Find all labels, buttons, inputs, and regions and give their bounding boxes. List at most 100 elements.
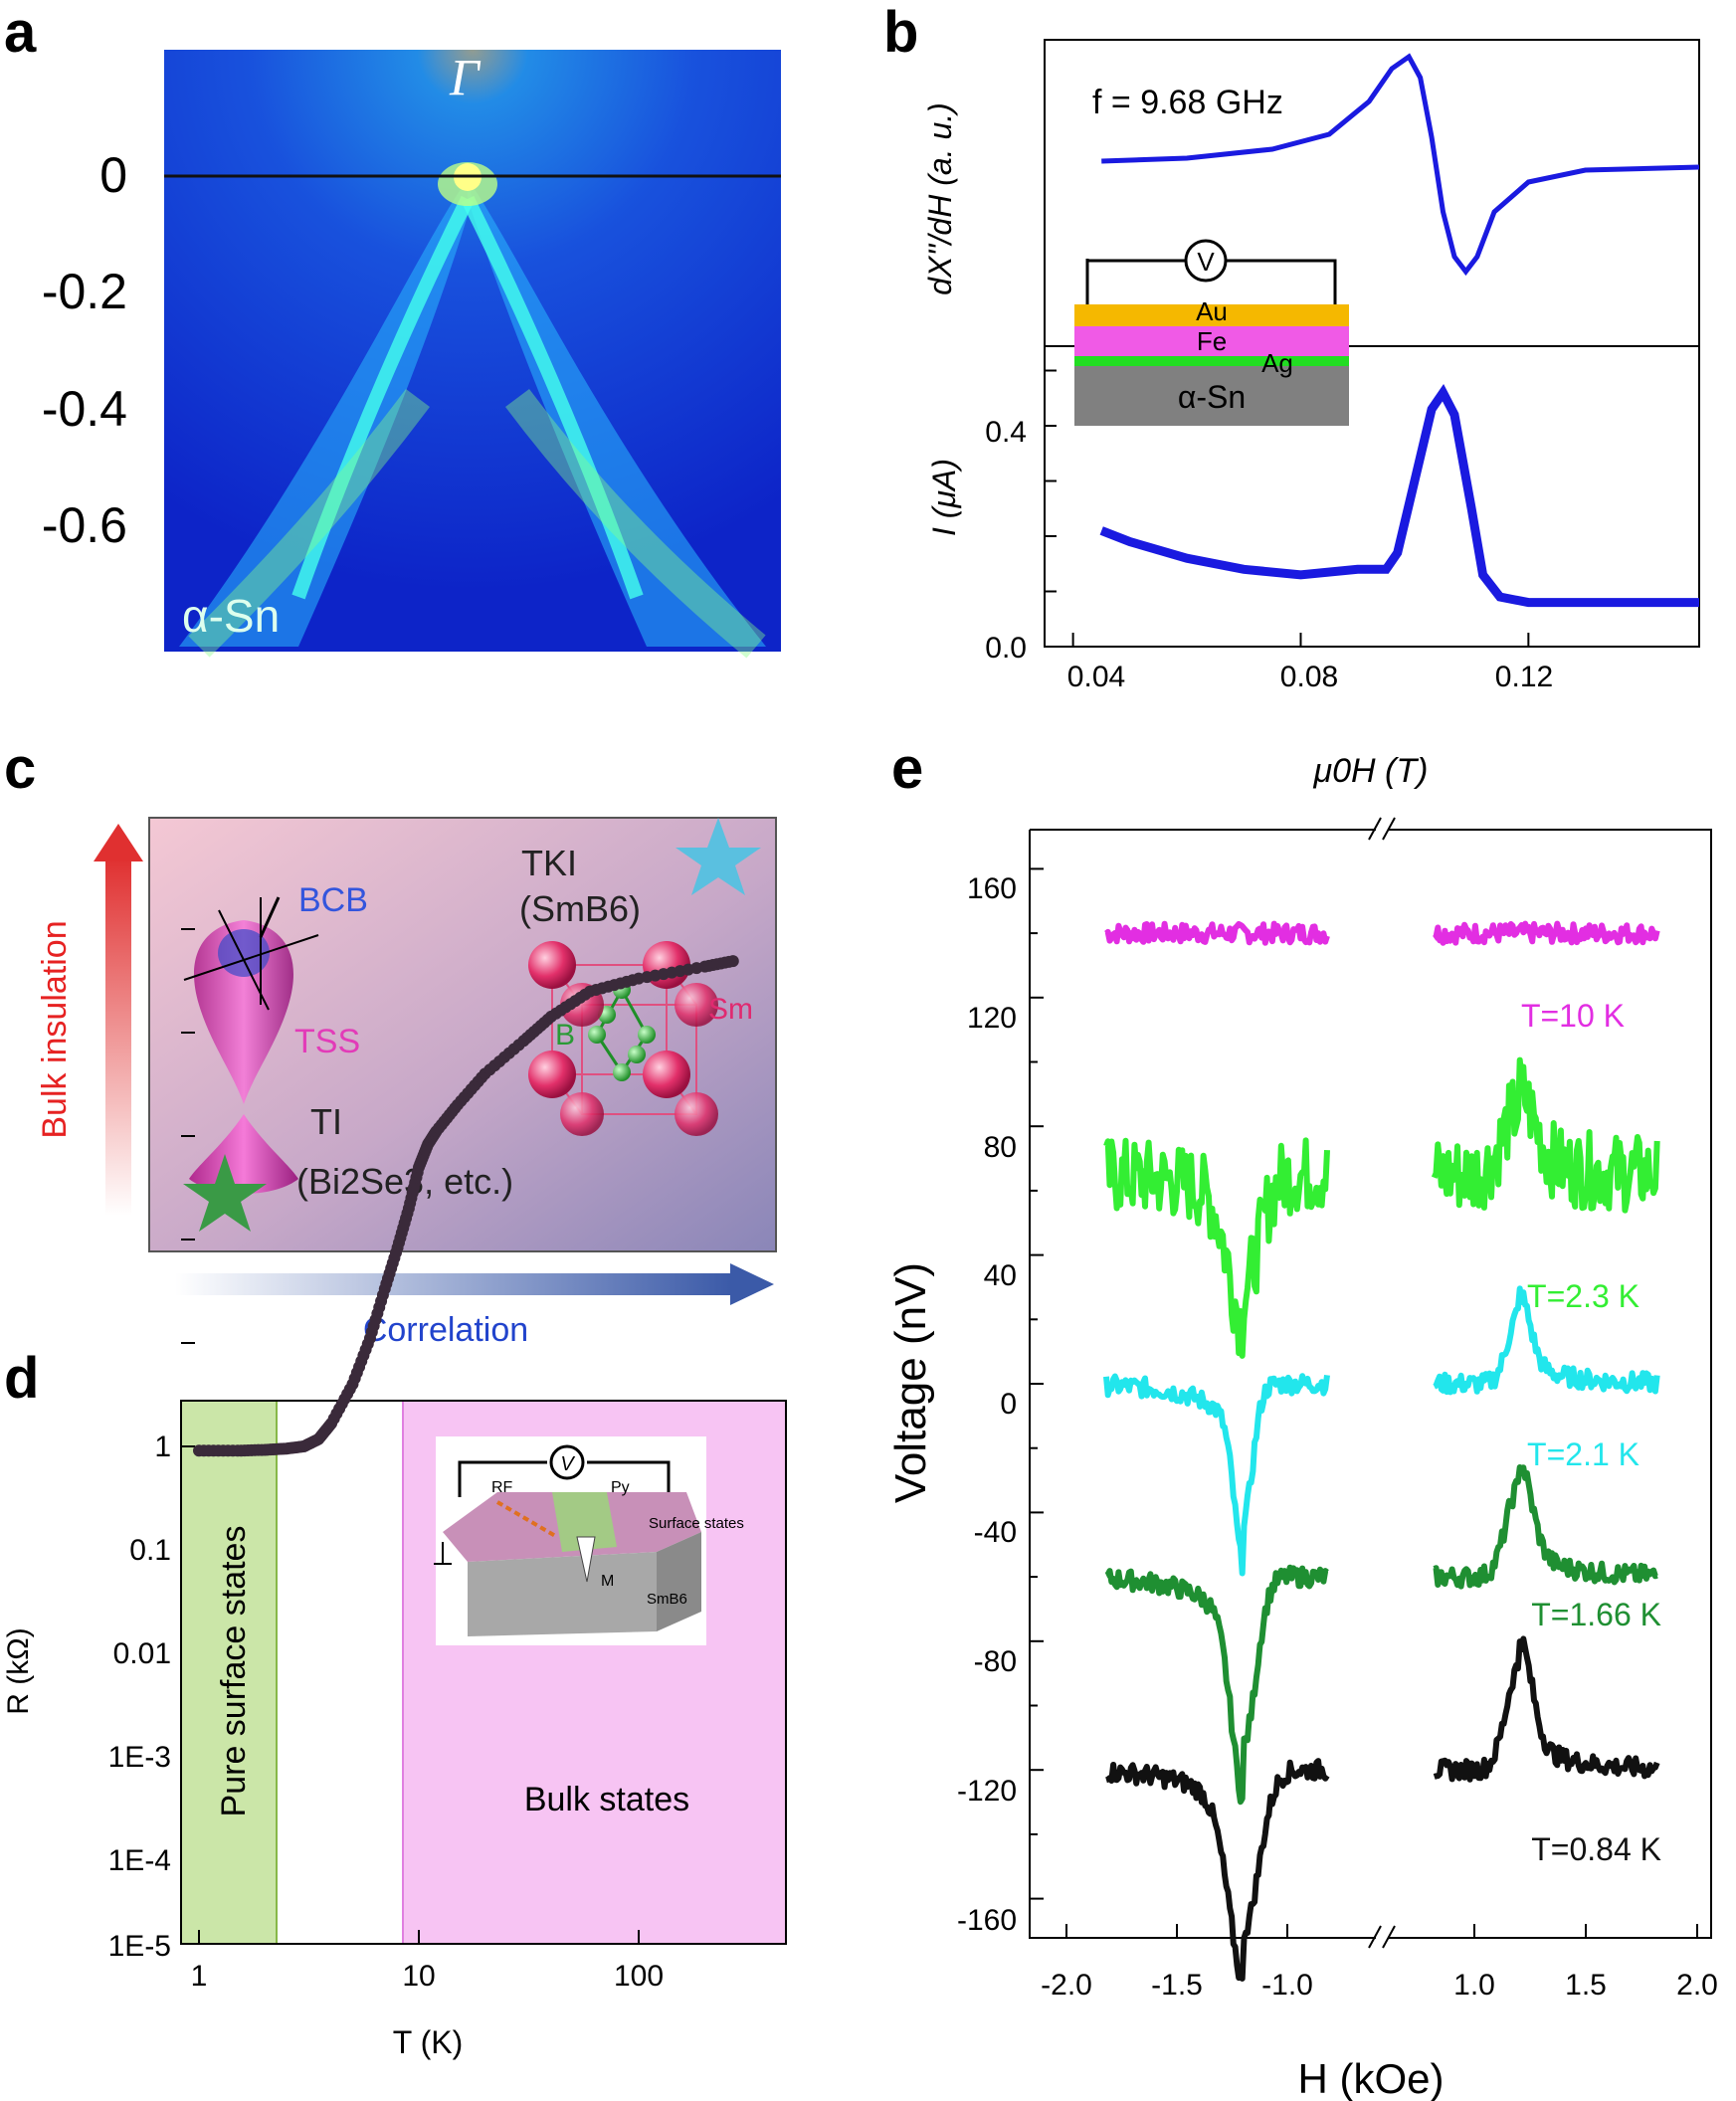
b-layer-fe: Fe	[1197, 326, 1227, 356]
d-axes-frame	[180, 1400, 787, 1945]
d-inset-py: Py	[611, 1479, 630, 1496]
d-data-point	[726, 955, 739, 968]
d-xlabel: T (K)	[393, 2024, 464, 2060]
b-ytick-0: 0.4	[985, 416, 1027, 449]
panel-label-e: e	[891, 736, 923, 801]
b-xtick-1: 0.08	[1280, 661, 1338, 693]
ti-dirac-cone	[183, 896, 319, 1194]
c-sm-atom: Sm	[708, 993, 753, 1026]
d-xtick-0: 1	[191, 1960, 208, 1993]
e-legend-t084: T=0.84 K	[1531, 1831, 1661, 1867]
d-ytick-4: 1E-4	[108, 1844, 171, 1877]
e-curve-series	[1104, 1564, 1329, 1806]
panel-label-d: d	[4, 1346, 39, 1411]
e-xtick-4: 1.5	[1565, 1969, 1607, 2002]
e-ytick-3: 40	[984, 1259, 1017, 1292]
e-curve-series	[1431, 1056, 1660, 1214]
e-ytick-7: -120	[957, 1775, 1017, 1808]
e-curve-series	[1104, 1758, 1330, 1982]
a-ytick-2: -0.4	[42, 381, 127, 437]
e-ylabel: Voltage (nV)	[886, 1262, 935, 1503]
gamma-point-label: Γ	[449, 50, 482, 106]
c-smb6: (SmB6)	[519, 888, 641, 929]
e-curve-series	[1433, 1464, 1658, 1590]
b-inset-device	[1074, 239, 1349, 426]
b-frequency: f = 9.68 GHz	[1092, 84, 1283, 121]
c-b-atom: B	[555, 1019, 575, 1051]
b-xtick-0: 0.04	[1067, 661, 1125, 693]
c-tki: TKI	[521, 843, 577, 883]
e-curve-series	[1433, 920, 1660, 946]
d-ytick-5: 1E-5	[108, 1930, 171, 1963]
a-ytick-3: -0.6	[42, 497, 127, 553]
b-top-ylabel: dX''/dH (a. u.)	[922, 102, 958, 295]
c-ti: TI	[310, 1101, 342, 1142]
e-xtick-3: 1.0	[1453, 1969, 1495, 2002]
e-ticks	[1030, 867, 1698, 1938]
d-ticks	[181, 928, 640, 1944]
d-xtick-1: 10	[402, 1960, 435, 1993]
d-ytick-1: 0.1	[129, 1534, 171, 1567]
e-curve-series	[1433, 1285, 1660, 1396]
e-ytick-0: 160	[967, 872, 1017, 905]
e-legend-t166: T=1.66 K	[1531, 1597, 1661, 1632]
b-layer-au: Au	[1196, 296, 1228, 326]
d-ylabel: R (kΩ)	[2, 1627, 35, 1714]
c-bulk-insulation: Bulk insulation	[36, 920, 74, 1138]
b-top-curve	[1101, 53, 1700, 277]
e-axes-frame	[1029, 817, 1712, 1949]
e-ytick-5: -40	[974, 1516, 1017, 1549]
c-correlation-arrow	[175, 1273, 732, 1295]
b-axes-frame	[1044, 39, 1700, 648]
e-legend-t23: T=2.3 K	[1527, 1278, 1640, 1314]
e-curve-series	[1103, 1373, 1330, 1577]
smb6-crystal	[528, 941, 718, 1136]
b-inset-meter: V	[1197, 247, 1215, 277]
e-voltage-curves	[1103, 920, 1660, 1982]
panel-label-b: b	[883, 0, 918, 65]
alpha-sn-label: α-Sn	[182, 590, 280, 642]
c-bulk-arrow-head	[94, 824, 143, 861]
a-ytick-1: -0.2	[42, 264, 127, 319]
c-correlation: Correlation	[363, 1311, 528, 1349]
tki-star-icon	[675, 818, 761, 895]
e-ytick-4: 0	[1000, 1388, 1017, 1421]
d-pure-region	[180, 1400, 278, 1945]
e-legend-t10: T=10 K	[1521, 998, 1625, 1034]
c-tss: TSS	[294, 1023, 360, 1060]
d-inset-meter: V	[560, 1453, 575, 1475]
b-xlabel: μ0H (T)	[1313, 752, 1429, 790]
d-inset-rf: RF	[491, 1479, 513, 1496]
a-ytick-0: 0	[99, 147, 127, 203]
e-ytick-6: -80	[974, 1645, 1017, 1678]
e-legend-t21: T=2.1 K	[1527, 1436, 1640, 1472]
d-inset-device	[434, 1436, 706, 1645]
c-correlation-arrow-head	[730, 1263, 774, 1305]
e-xlabel: H (kOe)	[1298, 2055, 1445, 2101]
c-bise: (Bi2Se3, etc.)	[296, 1161, 513, 1202]
d-ytick-3: 1E-3	[108, 1741, 171, 1774]
d-voltmeter-icon	[549, 1444, 585, 1480]
d-xtick-2: 100	[614, 1960, 664, 1993]
e-ytick-8: -160	[957, 1904, 1017, 1937]
e-curve-series	[1104, 920, 1330, 946]
d-ytick-0: 1	[154, 1431, 171, 1463]
e-curve-series	[1103, 1137, 1330, 1359]
e-curve-series	[1433, 1635, 1660, 1783]
d-inset-smb6: SmB6	[647, 1591, 687, 1608]
e-xtick-2: -1.0	[1261, 1969, 1313, 2002]
d-inset-surface: Surface states	[649, 1515, 744, 1532]
d-ytick-2: 0.01	[113, 1637, 171, 1670]
b-bottom-curve	[1099, 383, 1699, 608]
b-layer-ag: Ag	[1261, 348, 1293, 378]
c-bulk-arrow	[105, 858, 131, 1216]
e-ytick-1: 120	[967, 1002, 1017, 1035]
b-ticks	[1045, 369, 1530, 647]
c-bcb: BCB	[298, 881, 368, 919]
panel-label-c: c	[4, 736, 36, 801]
e-ytick-2: 80	[984, 1131, 1017, 1164]
arpes-map	[164, 50, 781, 659]
b-bottom-ylabel: I (μA)	[926, 459, 962, 536]
e-xtick-5: 2.0	[1676, 1969, 1718, 2002]
